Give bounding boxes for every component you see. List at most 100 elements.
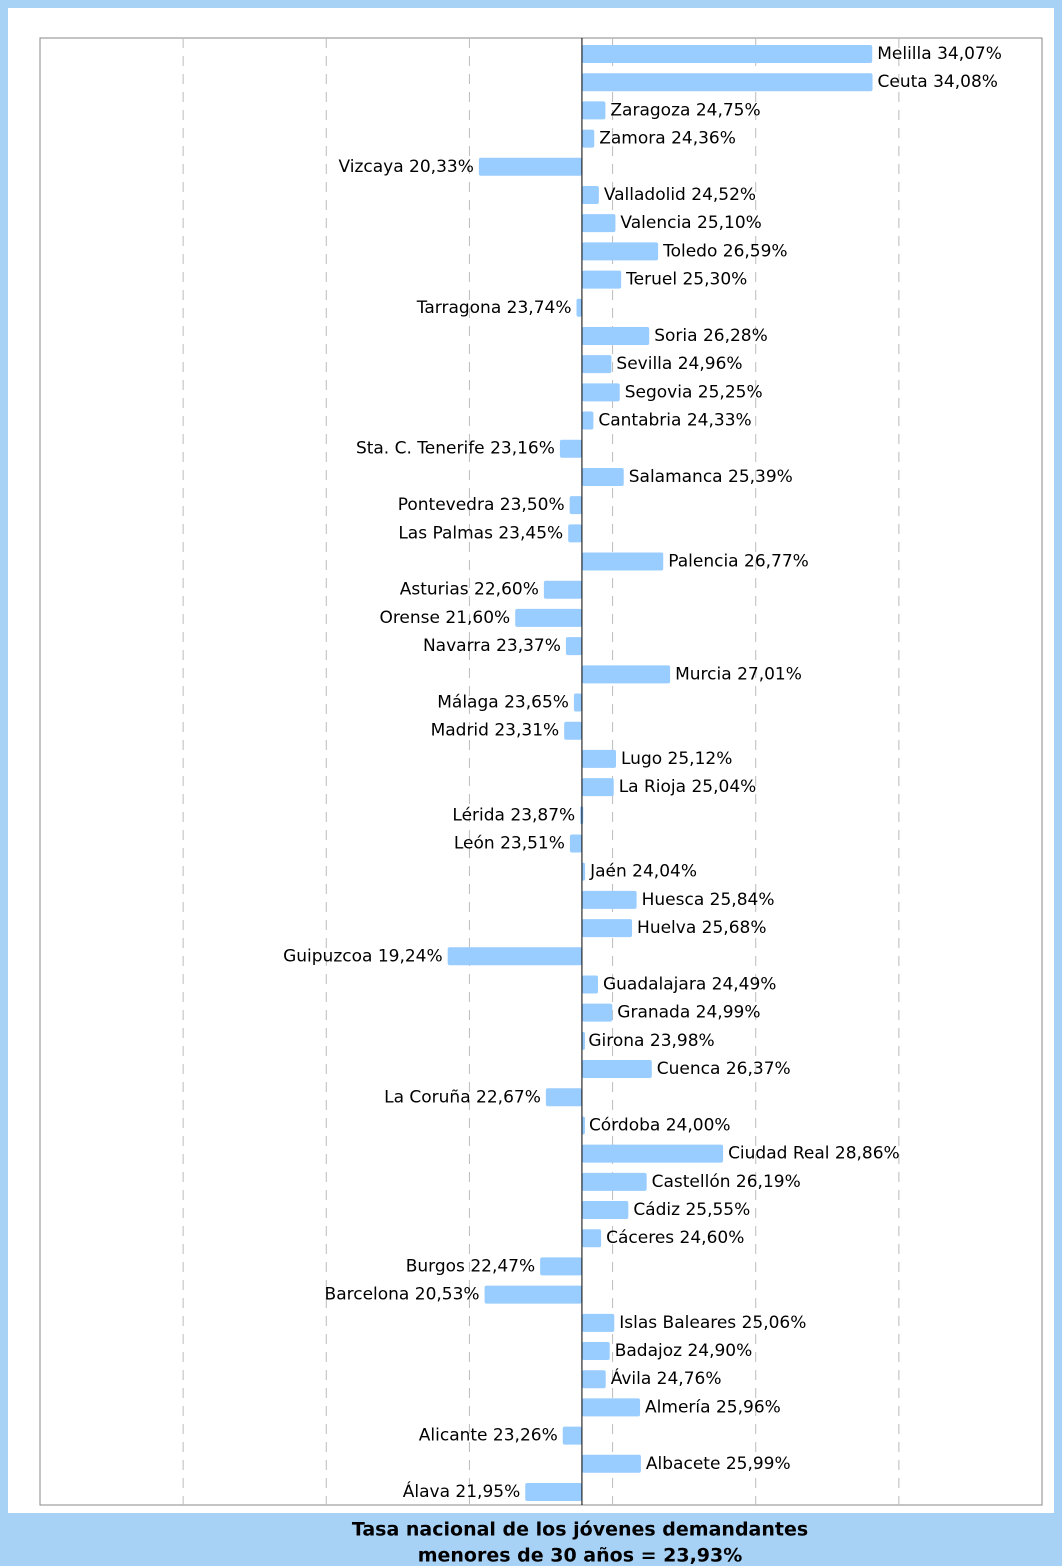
bar — [581, 129, 595, 148]
bar — [540, 1257, 582, 1276]
bar — [568, 524, 582, 543]
data-label: Zamora 24,36% — [599, 129, 736, 149]
data-label: Ciudad Real 28,86% — [728, 1144, 900, 1164]
footer: Tasa nacional de los jóvenes demandantes — [352, 1519, 808, 1541]
bar — [581, 1370, 606, 1389]
category-label: Córdoba — [589, 1115, 660, 1135]
bar — [569, 834, 582, 853]
value-label: 24,00% — [666, 1115, 731, 1135]
bar — [581, 45, 873, 63]
value-label: 26,28% — [703, 326, 768, 346]
value-label: 25,84% — [710, 890, 775, 910]
value-label: 24,75% — [696, 100, 761, 120]
bar — [478, 157, 582, 176]
bar — [581, 1031, 585, 1050]
data-label: Pontevedra 23,50% — [398, 495, 565, 515]
bar — [515, 608, 582, 627]
data-label: Melilla 34,07% — [877, 44, 1002, 64]
bar — [562, 1426, 582, 1445]
value-label: 23,74% — [507, 298, 572, 318]
data-label: Córdoba 24,00% — [589, 1115, 731, 1135]
bar — [581, 1116, 585, 1135]
bar — [581, 552, 664, 571]
bar — [573, 693, 582, 712]
value-label: 34,08% — [933, 72, 998, 92]
bar — [565, 637, 582, 656]
data-label: Navarra 23,37% — [423, 636, 561, 656]
data-label: Badajoz 24,90% — [615, 1341, 753, 1361]
data-label: Sevilla 24,96% — [616, 354, 742, 374]
value-label: 23,16% — [490, 439, 555, 459]
data-label: Salamanca 25,39% — [629, 467, 793, 487]
bar — [581, 1313, 615, 1332]
category-label: Lérida — [452, 805, 505, 825]
value-label: 25,96% — [716, 1397, 781, 1417]
category-label: Albacete — [646, 1454, 721, 1474]
value-label: 25,68% — [702, 918, 767, 938]
plot-area — [39, 37, 1043, 1506]
data-label: Cáceres 24,60% — [606, 1228, 744, 1248]
category-label: Zaragoza — [610, 100, 690, 120]
bar — [581, 1398, 641, 1417]
category-label: Burgos — [406, 1256, 465, 1276]
bar — [581, 1003, 613, 1022]
value-label: 24,04% — [632, 862, 697, 882]
category-label: Castellón — [652, 1172, 731, 1192]
category-label: Granada — [617, 1003, 690, 1023]
bar — [525, 1483, 582, 1501]
data-label: Guipuzcoa 19,24% — [283, 946, 443, 966]
category-label: Huesca — [642, 890, 705, 910]
data-label: Huelva 25,68% — [637, 918, 766, 938]
data-label: Sta. C. Tenerife 23,16% — [356, 439, 555, 459]
value-label: 23,50% — [500, 495, 565, 515]
data-label: Orense 21,60% — [379, 608, 510, 628]
bar — [581, 326, 650, 345]
data-label: Lugo 25,12% — [621, 749, 732, 769]
category-label: Asturias — [400, 580, 469, 600]
data-label: Madrid 23,31% — [431, 721, 560, 741]
bar — [447, 947, 582, 966]
value-label: 21,95% — [455, 1482, 520, 1502]
value-label: 24,49% — [712, 974, 777, 994]
data-label: Ceuta 34,08% — [878, 72, 998, 92]
category-label: Barcelona — [325, 1285, 410, 1305]
category-label: Ceuta — [878, 72, 928, 92]
bar — [543, 580, 582, 599]
value-label: 28,86% — [835, 1144, 900, 1164]
bar — [581, 1144, 724, 1163]
category-label: Soria — [654, 326, 697, 346]
category-label: Valencia — [620, 213, 691, 233]
data-label: Girona 23,98% — [588, 1031, 714, 1051]
value-label: 25,10% — [697, 213, 762, 233]
bar — [581, 665, 671, 684]
value-label: 25,55% — [685, 1200, 750, 1220]
value-label: 24,52% — [691, 185, 756, 205]
data-label: Vizcaya 20,33% — [338, 157, 473, 177]
bar — [569, 496, 582, 515]
category-label: Pontevedra — [398, 495, 495, 515]
data-label: Alicante 23,26% — [419, 1426, 558, 1446]
data-label: Las Palmas 23,45% — [398, 523, 563, 543]
bar — [581, 214, 616, 233]
category-label: Vizcaya — [338, 157, 403, 177]
data-label: Barcelona 20,53% — [325, 1285, 480, 1305]
bar — [581, 355, 612, 374]
data-label: Málaga 23,65% — [437, 693, 569, 713]
data-label: Murcia 27,01% — [675, 664, 802, 684]
value-label: 23,65% — [504, 693, 569, 713]
category-label: Lugo — [621, 749, 662, 769]
data-label: Guadalajara 24,49% — [603, 974, 777, 994]
bar — [576, 298, 582, 317]
value-label: 20,33% — [409, 157, 474, 177]
data-label: Ávila 24,76% — [611, 1367, 722, 1389]
category-label: Valladolid — [604, 185, 686, 205]
category-label: Toledo — [662, 241, 717, 261]
value-label: 26,77% — [744, 552, 809, 572]
bar — [581, 749, 617, 768]
bar — [559, 439, 582, 458]
bar — [581, 242, 659, 261]
value-label: 26,19% — [736, 1172, 801, 1192]
value-label: 24,36% — [671, 129, 736, 149]
data-label: Lérida 23,87% — [452, 805, 575, 825]
